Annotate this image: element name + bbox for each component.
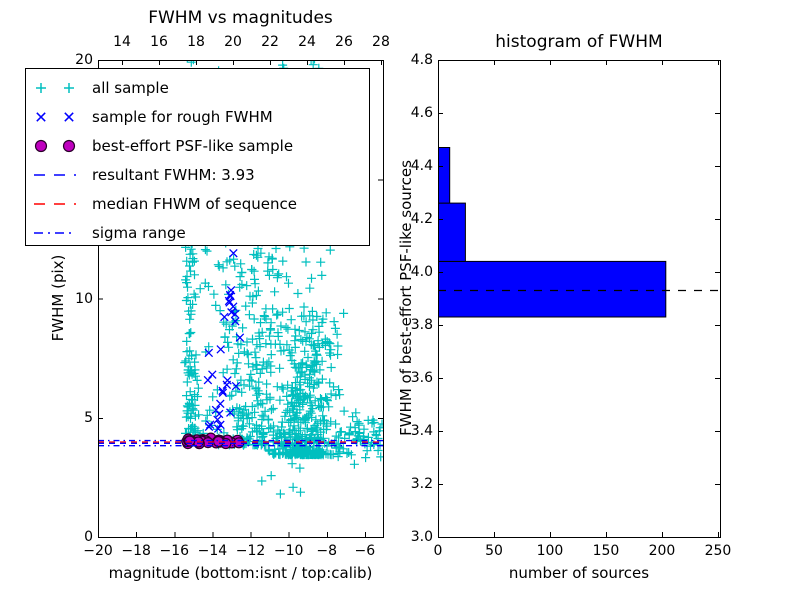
left-top-tick-label: 28 — [372, 34, 390, 50]
left-top-tick-label: 20 — [224, 34, 242, 50]
left-top-tick-label: 24 — [298, 34, 316, 50]
left-x-tick-label: −20 — [83, 543, 113, 559]
right-plot-xlabel: number of sources — [508, 564, 650, 582]
series-rough-fwhm-markers — [203, 248, 245, 433]
left-x-tick-label: −14 — [197, 543, 228, 559]
histogram-bar — [438, 260, 667, 318]
left-x-tick-label: −16 — [159, 543, 190, 559]
left-top-tick-label: 16 — [150, 34, 168, 50]
right-y-tick-label: 4.6 — [410, 105, 433, 121]
left-x-tick-label: −6 — [354, 543, 376, 559]
dashdot-line-legend-marker-icon — [34, 232, 76, 234]
legend-item-label: resultant FWHM: 3.93 — [92, 166, 255, 184]
left-top-tick-label: 18 — [187, 34, 205, 50]
right-plot-frame — [438, 60, 721, 538]
right-x-tick-label: 0 — [433, 543, 443, 559]
legend-item-median-fhwm-of-sequence: median FHWM of sequence — [26, 190, 297, 218]
histogram-bar — [438, 202, 466, 262]
right-plot-title: histogram of FWHM — [495, 32, 663, 52]
left-y-tick-label: 10 — [75, 290, 93, 307]
right-y-tick-label: 4.4 — [410, 158, 433, 174]
right-y-tick-label: 3.0 — [410, 529, 433, 545]
left-x-tick-label: −12 — [235, 543, 266, 559]
right-y-tick-label: 3.6 — [410, 370, 433, 386]
left-x-tick-label: −10 — [273, 543, 304, 559]
left-y-tick-label: 0 — [84, 529, 93, 545]
left-plot-xlabel: magnitude (bottom:isnt / top:calib) — [108, 564, 373, 582]
right-plot-ylabel: FWHM of best-effort PSF-like sources — [397, 160, 415, 436]
legend-item-label: sample for rough FWHM — [92, 108, 273, 126]
legend-item-resultant-fwhm-3-93: resultant FWHM: 3.93 — [26, 161, 255, 189]
right-y-tick-label: 3.2 — [410, 476, 433, 492]
circle-legend-marker-icon — [34, 139, 76, 153]
right-x-tick-label: 200 — [648, 543, 676, 559]
left-top-tick-label: 26 — [335, 34, 353, 50]
right-x-tick-label: 50 — [485, 543, 503, 559]
right-y-tick-label: 4.2 — [410, 211, 433, 227]
legend-box: all sample sample for rough FWHM best-effo… — [25, 68, 370, 246]
right-x-tick-label: 250 — [704, 543, 732, 559]
dashed-line-legend-marker-icon — [34, 174, 76, 176]
legend-item-label: median FHWM of sequence — [92, 195, 297, 213]
left-y-tick-label: 20 — [75, 52, 93, 68]
legend-item-label: all sample — [92, 79, 169, 97]
legend-item-all-sample: all sample — [26, 74, 169, 102]
left-top-tick-label: 22 — [261, 34, 279, 50]
right-x-tick-label: 100 — [536, 543, 564, 559]
left-top-tick-label: 14 — [113, 34, 131, 50]
dashed-line-legend-marker-icon — [34, 203, 76, 205]
right-y-tick-label: 4.8 — [410, 52, 433, 68]
x-legend-marker-icon — [36, 112, 74, 122]
histogram-bar — [438, 147, 451, 204]
legend-item-label: sigma range — [92, 224, 186, 242]
right-y-tick-label: 4.0 — [410, 264, 433, 280]
right-y-tick-label: 3.8 — [410, 317, 433, 333]
legend-item-best-effort-psf-like-sample: best-effort PSF-like sample — [26, 132, 293, 160]
left-x-tick-label: −8 — [316, 543, 338, 559]
legend-item-label: best-effort PSF-like sample — [92, 137, 294, 155]
histogram-data-layer — [438, 147, 720, 318]
left-x-tick-label: −18 — [121, 543, 151, 559]
legend-item-sigma-range: sigma range — [26, 219, 186, 247]
legend-item-sample-for-rough-fwhm: sample for rough FWHM — [26, 103, 273, 131]
plus-legend-marker-icon — [36, 83, 74, 93]
left-y-tick-label: 5 — [84, 409, 93, 426]
right-y-tick-label: 3.4 — [410, 423, 433, 439]
right-x-tick-label: 150 — [592, 543, 620, 559]
scatter-data-layer — [98, 60, 383, 499]
left-plot-title: FWHM vs magnitudes — [148, 8, 333, 28]
